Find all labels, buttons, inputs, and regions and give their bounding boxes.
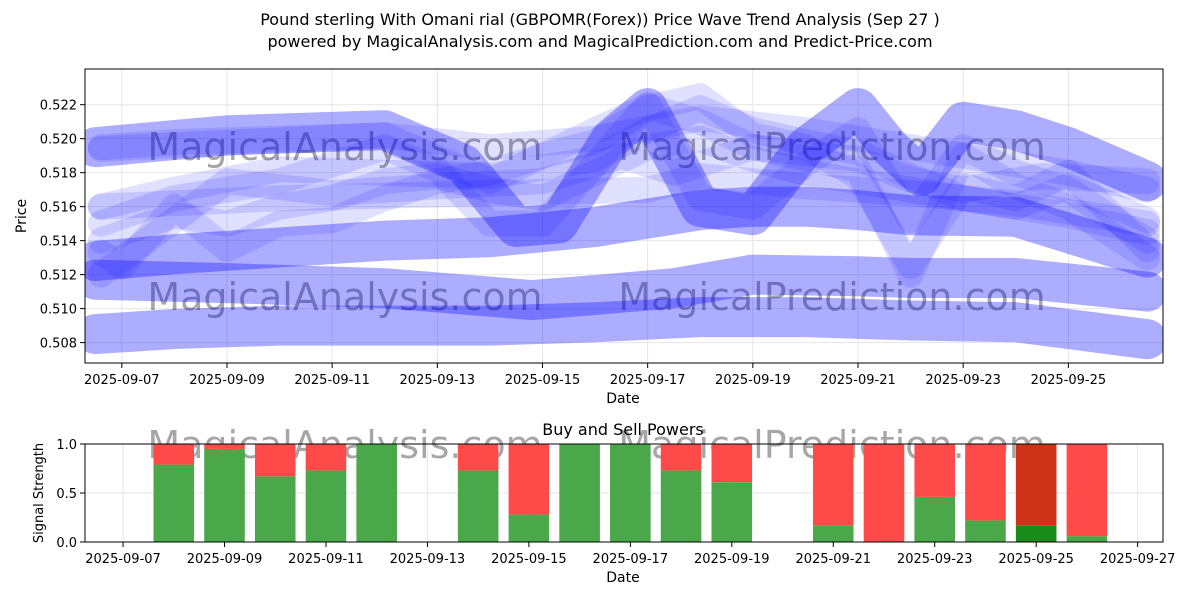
price-y-tick-label: 0.514 [40, 235, 77, 250]
buy-bar [711, 482, 753, 542]
price-x-tick-label: 2025-09-07 [84, 373, 160, 388]
wave-band-trend-3 [85, 297, 1163, 360]
buy-bar [153, 464, 195, 542]
signal-x-tick-label: 2025-09-19 [694, 552, 770, 567]
price-plot-frame [84, 68, 1164, 364]
signal-y-label: Signal Strength [32, 443, 47, 543]
buy-bar [254, 476, 296, 542]
signal-x-tick-label: 2025-09-25 [998, 552, 1074, 567]
price-grid [85, 69, 1163, 363]
signal-y-tick-label: 0.5 [56, 487, 77, 502]
price-y-tick-label: 0.516 [40, 201, 77, 216]
wave-band-wave-g [87, 125, 1161, 254]
price-y-tick-label: 0.522 [40, 99, 77, 114]
watermark-text: MagicalAnalysis.com [147, 275, 542, 319]
signal-x-tick-label: 2025-09-15 [491, 552, 567, 567]
price-x-tick-label: 2025-09-23 [925, 373, 1001, 388]
signal-x-tick-label: 2025-09-13 [390, 552, 466, 567]
price-x-tick-label: 2025-09-17 [610, 373, 686, 388]
buy-bar [1015, 525, 1057, 542]
signal-x-tick-label: 2025-09-21 [795, 552, 871, 567]
sell-bar [660, 444, 702, 471]
buy-bar [457, 470, 499, 542]
signal-x-tick-label: 2025-09-09 [187, 552, 263, 567]
signal-x-tick-label: 2025-09-23 [897, 552, 973, 567]
price-x-tick-label: 2025-09-25 [1031, 373, 1107, 388]
price-plot-background [85, 69, 1163, 363]
signal-bars [153, 444, 1108, 542]
buy-bar [559, 444, 600, 542]
price-y-label: Price [14, 199, 30, 233]
buy-bar [914, 496, 956, 542]
wave-band-wave-d [87, 91, 1161, 254]
price-y-tick-label: 0.510 [40, 303, 77, 318]
price-x-tick-label: 2025-09-19 [715, 373, 791, 388]
signal-x-tick-label: 2025-09-07 [85, 552, 161, 567]
sell-bar [812, 444, 854, 526]
price-x-tick-label: 2025-09-15 [505, 373, 581, 388]
signal-x-tick-label: 2025-09-27 [1100, 552, 1176, 567]
sell-bar [254, 444, 296, 477]
signal-x-tick-label: 2025-09-11 [288, 552, 364, 567]
buy-bar [610, 444, 651, 542]
price-y-tick-label: 0.518 [40, 167, 77, 182]
buy-bar [204, 448, 245, 542]
price-x-tick-label: 2025-09-11 [294, 373, 370, 388]
sell-bar [1066, 444, 1108, 537]
price-x-label: Date [606, 391, 639, 407]
price-y-tick-label: 0.512 [40, 269, 77, 284]
wave-band-trend-2 [85, 186, 1163, 281]
price-wave-bands [85, 83, 1163, 360]
buy-bar [965, 520, 1006, 542]
buy-bar [1066, 536, 1108, 542]
price-y-tick-label: 0.508 [40, 337, 77, 352]
sell-bar [914, 444, 956, 497]
sell-bar [305, 444, 347, 471]
wave-band-wave-a [87, 93, 1161, 203]
watermark-text: MagicalAnalysis.com [147, 125, 542, 169]
signal-y-axis: 0.0 0.5 1.0 [56, 438, 85, 551]
signal-x-axis: 2025-09-07 2025-09-09 2025-09-11 2025-09-13… [85, 542, 1175, 567]
chart-title-line2: powered by MagicalAnalysis.com and Magic… [267, 32, 932, 51]
wave-band-trend-4 [85, 88, 1163, 247]
signal-chart-title: Buy and Sell Powers [542, 420, 704, 439]
wave-band-wave-b [87, 95, 1161, 234]
buy-bar [660, 470, 702, 542]
signal-x-tick-label: 2025-09-17 [593, 552, 669, 567]
sell-bar [1015, 444, 1057, 526]
price-watermarks: MagicalAnalysis.com MagicalPrediction.com… [147, 125, 1045, 319]
price-y-axis: 0.508 0.510 0.512 0.514 0.516 0.518 0.520 0.522 [40, 99, 85, 352]
wave-band-wave-h [87, 163, 1161, 237]
sell-bar [204, 444, 245, 449]
sell-bar [863, 444, 905, 542]
sell-bar [965, 444, 1006, 521]
watermark-text: MagicalPrediction.com [618, 125, 1046, 169]
sell-bar [457, 444, 499, 471]
watermark-text: MagicalPrediction.com [618, 275, 1046, 319]
sell-bar [153, 444, 195, 465]
buy-bar [305, 470, 347, 542]
wave-band-trend-1 [85, 254, 1163, 321]
signal-x-label: Date [606, 570, 639, 586]
sell-bar [508, 444, 550, 515]
buy-bar [812, 525, 854, 542]
buy-bar [508, 514, 550, 542]
price-x-axis: 2025-09-07 2025-09-09 2025-09-11 2025-09-13… [84, 363, 1106, 388]
chart-title-line1: Pound sterling With Omani rial (GBPOMR(F… [260, 10, 940, 29]
signal-y-tick-label: 1.0 [56, 438, 77, 453]
sell-bar [711, 444, 753, 483]
price-x-tick-label: 2025-09-09 [189, 373, 265, 388]
signal-y-tick-label: 0.0 [56, 536, 77, 551]
price-x-tick-label: 2025-09-13 [400, 373, 476, 388]
buy-bar [356, 444, 397, 542]
price-x-tick-label: 2025-09-21 [820, 373, 896, 388]
wave-band-wave-f [87, 105, 1161, 203]
wave-band-wave-e [87, 134, 1161, 288]
price-y-tick-label: 0.520 [40, 133, 77, 148]
wave-band-wave-c [87, 83, 1161, 280]
